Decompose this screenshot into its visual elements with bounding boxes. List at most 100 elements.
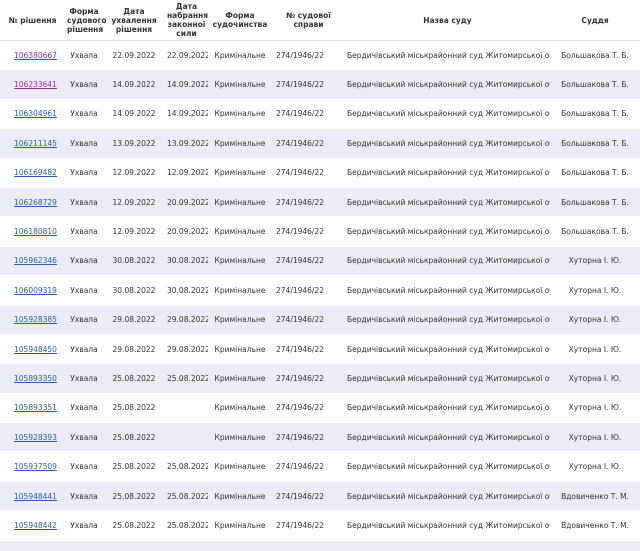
- table-row: 106169482 Ухвала 12.09.2022 12.09.2022 Кримі…: [0, 158, 640, 188]
- table-cell: Большакова Т. Б.: [550, 187, 640, 218]
- table-cell: 274/1946/22: [272, 128, 345, 159]
- column-header[interactable]: Форма судочинства: [208, 0, 272, 41]
- decision-link[interactable]: 105893351: [14, 403, 57, 413]
- table-cell: Вдовиченко Т. М.: [550, 510, 640, 541]
- decision-link[interactable]: 105928393: [14, 432, 57, 442]
- table-cell: 274/1946/22: [272, 69, 345, 100]
- table-cell: 25.08.2022: [165, 363, 208, 394]
- table-cell: Кримінальне: [208, 393, 272, 424]
- column-header[interactable]: № судової справи: [272, 0, 345, 41]
- table-cell: 30.08.2022: [165, 246, 208, 277]
- table-row: 106268729 Ухвала 12.09.2022 20.09.2022 Кримі…: [0, 187, 640, 218]
- table-row: 105893351 Ухвала 25.08.2022 Кримінальне 274/…: [0, 393, 640, 424]
- table-cell: 14.09.2022: [165, 99, 208, 130]
- table-cell: Большакова Т. Б.: [550, 216, 640, 247]
- table-cell: 25.08.2022: [165, 451, 208, 482]
- decision-link[interactable]: 106180810: [14, 227, 57, 237]
- table-cell: 29.08.2022: [103, 305, 165, 335]
- table-cell: 105962346: [0, 246, 65, 277]
- column-header[interactable]: Суддя: [550, 0, 640, 41]
- table-cell: Бердичівський міськрайонний суд Житомирс…: [345, 246, 550, 277]
- column-header[interactable]: Назва суду: [345, 0, 550, 41]
- table-cell: 20.09.2022: [165, 216, 208, 247]
- decision-link[interactable]: 105962346: [14, 256, 57, 266]
- table-row: 105948450 Ухвала 29.08.2022 29.08.2022 Кримі…: [0, 334, 640, 365]
- table-cell: 22.09.2022: [103, 40, 165, 71]
- table-cell: Вдовиченко Т. М.: [550, 481, 640, 512]
- table-row: 106009319 Ухвала 30.08.2022 30.08.2022 Кримі…: [0, 275, 640, 306]
- decision-link[interactable]: 105948450: [14, 344, 57, 354]
- table-cell: 25.08.2022: [165, 510, 208, 541]
- table-cell: 274/1946/22: [272, 158, 345, 188]
- table-cell: Кримінальне: [208, 216, 272, 247]
- table-cell: 25.08.2022: [103, 481, 165, 512]
- table-cell: Бердичівський міськрайонний суд Житомирс…: [345, 393, 550, 424]
- table-cell: Ухвала: [65, 158, 103, 188]
- column-header[interactable]: Дата набрання законної сили: [165, 0, 208, 41]
- table-cell: Ухвала: [65, 99, 103, 130]
- table-cell: 14.09.2022: [103, 69, 165, 100]
- table-cell: Ухвала: [65, 510, 103, 541]
- table-cell: Хуторна І. Ю.: [550, 334, 640, 365]
- table-cell: 29.08.2022: [103, 334, 165, 365]
- table-cell: 22.09.2022: [165, 40, 208, 71]
- table-cell: Ухвала: [65, 393, 103, 424]
- table-row: 105948441 Ухвала 25.08.2022 25.08.2022 Кримі…: [0, 481, 640, 512]
- table-cell: Ухвала: [65, 275, 103, 306]
- table-cell: 105893350: [0, 363, 65, 394]
- table-cell: 274/1946/22: [272, 510, 345, 541]
- decision-link[interactable]: 105893350: [14, 373, 57, 383]
- table-cell: 25.08.2022: [103, 510, 165, 541]
- table-cell: Бердичівський міськрайонний суд Житомирс…: [345, 187, 550, 218]
- table-cell: Кримінальне: [208, 363, 272, 394]
- table-cell: Ухвала: [65, 40, 103, 71]
- table-cell: Ухвала: [65, 363, 103, 394]
- table-cell: 12.09.2022: [103, 216, 165, 247]
- column-header[interactable]: № рішення: [0, 0, 65, 41]
- decision-link[interactable]: 106380667: [14, 50, 57, 60]
- decision-link[interactable]: 105928385: [14, 315, 57, 325]
- decision-link[interactable]: 106169482: [14, 168, 57, 178]
- table-cell: 106380667: [0, 40, 65, 71]
- table-cell: Хуторна І. Ю.: [550, 422, 640, 453]
- table-cell: 30.08.2022: [103, 275, 165, 306]
- table-cell: 274/1946/22: [272, 99, 345, 130]
- table-cell: Бердичівський міськрайонний суд Житомирс…: [345, 275, 550, 306]
- decision-link[interactable]: 105948441: [14, 491, 57, 501]
- table-cell: Кримінальне: [208, 128, 272, 159]
- table-cell: 105928385: [0, 305, 65, 335]
- table-cell: 29.08.2022: [165, 334, 208, 365]
- decision-link[interactable]: 106268729: [14, 197, 57, 207]
- column-header[interactable]: Дата ухвалення рішення: [103, 0, 165, 41]
- table-cell: Кримінальне: [208, 451, 272, 482]
- table-row: 106304961 Ухвала 14.09.2022 14.09.2022 Кримі…: [0, 99, 640, 130]
- table-cell: Кримінальне: [208, 305, 272, 335]
- table-cell: Ухвала: [65, 481, 103, 512]
- table-cell: Кримінальне: [208, 99, 272, 130]
- table-cell: 25.08.2022: [103, 363, 165, 394]
- table-cell: 14.09.2022: [103, 99, 165, 130]
- table-row: 105875453Ухвала24.08.202224.08.2022Кримі…: [0, 540, 640, 551]
- table-row: 105962346 Ухвала 30.08.2022 30.08.2022 Кримі…: [0, 246, 640, 277]
- table-cell: Кримінальне: [208, 481, 272, 512]
- table-cell: 274/1946/22: [272, 481, 345, 512]
- table-cell: [165, 422, 208, 453]
- table-cell: Ухвала: [65, 334, 103, 365]
- table-cell: Ухвала: [65, 305, 103, 335]
- decision-link[interactable]: 106233641: [14, 80, 57, 90]
- decision-link[interactable]: 106211145: [14, 138, 57, 148]
- table-cell: Бердичівський міськрайонний суд Житомирс…: [345, 69, 550, 100]
- decision-link[interactable]: 105937509: [14, 462, 57, 472]
- table-cell: 29.08.2022: [165, 305, 208, 335]
- column-header[interactable]: Форма судового рішення: [65, 0, 107, 41]
- decision-link[interactable]: 106304961: [14, 109, 57, 119]
- table-row: 106180810 Ухвала 12.09.2022 20.09.2022 Кримі…: [0, 216, 640, 247]
- table-row: 105928385 Ухвала 29.08.2022 29.08.2022 Кримі…: [0, 305, 640, 335]
- table-cell: 106009319: [0, 275, 65, 306]
- table-cell: 105893351: [0, 393, 65, 424]
- table-cell: Кримінальне: [208, 275, 272, 306]
- table-cell: 24.08.2022: [165, 540, 208, 551]
- table-cell: 13.09.2022: [103, 128, 165, 159]
- decision-link[interactable]: 106009319: [14, 285, 57, 295]
- decision-link[interactable]: 105948442: [14, 520, 57, 530]
